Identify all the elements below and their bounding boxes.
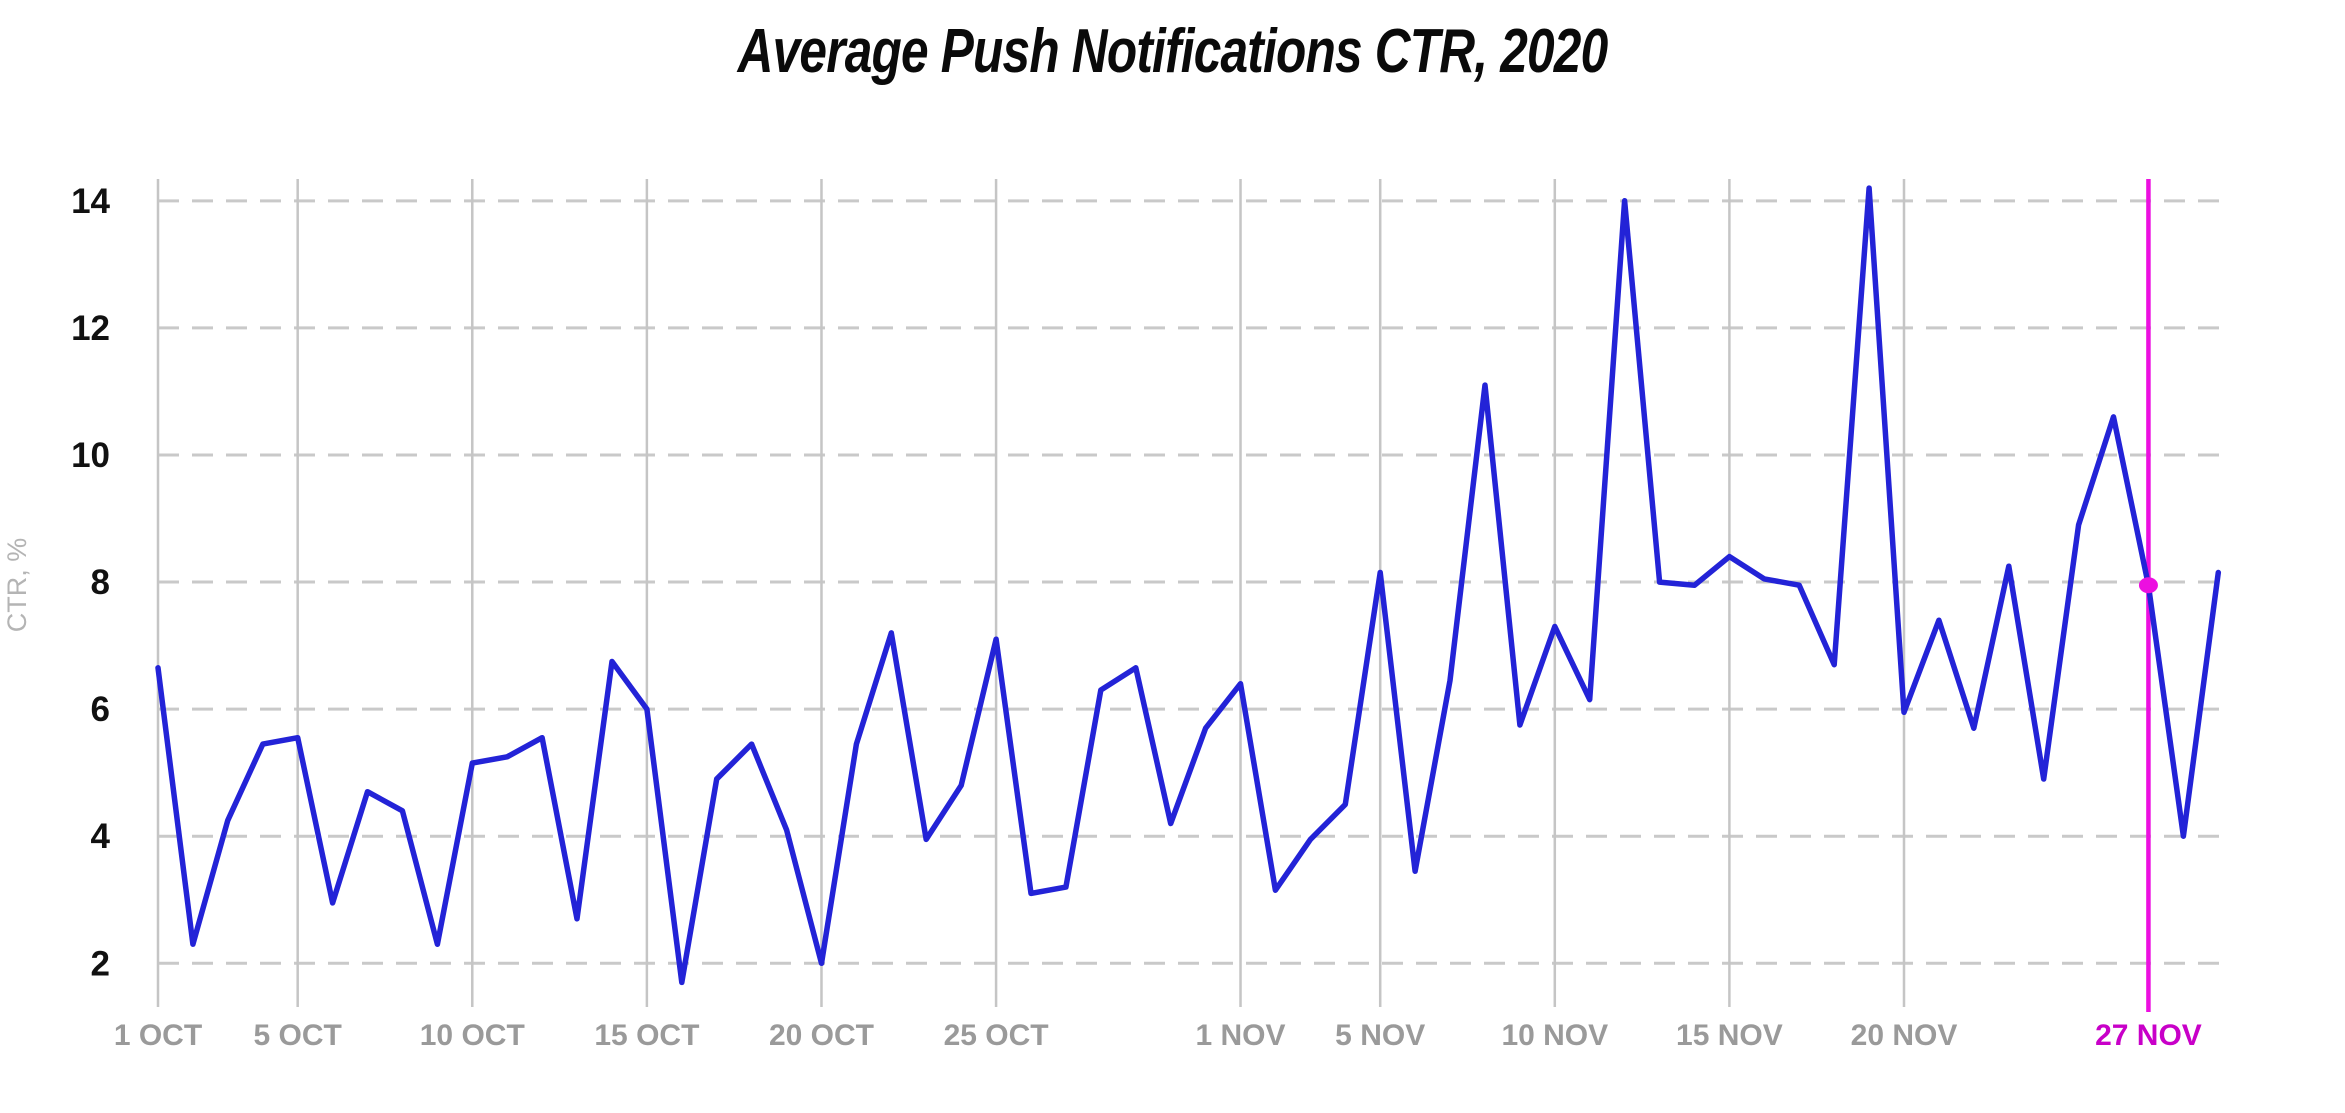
x-tick-label-5-oct: 5 OCT <box>254 1019 342 1052</box>
y-tick-label-12: 12 <box>71 309 110 348</box>
x-tick-label-1-nov: 1 NOV <box>1196 1019 1286 1052</box>
x-tick-label-5-nov: 5 NOV <box>1335 1019 1425 1052</box>
y-tick-label-14: 14 <box>71 182 110 221</box>
chart-title: Average Push Notifications CTR, 2020 <box>737 17 1609 86</box>
y-tick-label-6: 6 <box>91 690 110 729</box>
ctr-series-line[interactable] <box>155 185 2222 986</box>
x-tick-label-10-nov: 10 NOV <box>1501 1019 1608 1052</box>
x-tick-label-15-oct: 15 OCT <box>594 1019 699 1052</box>
y-tick-label-4: 4 <box>91 817 111 856</box>
x-tick-label-10-oct: 10 OCT <box>420 1019 525 1052</box>
x-tick-label-1-oct: 1 OCT <box>114 1019 202 1052</box>
y-tick-label-2: 2 <box>91 944 110 983</box>
highlight-point-dot[interactable] <box>2138 577 2158 594</box>
x-tick-label-27-nov: 27 NOV <box>2095 1019 2202 1052</box>
y-axis-title: CTR, % <box>2 538 32 633</box>
y-tick-label-8: 8 <box>91 563 110 602</box>
x-tick-label-25-oct: 25 OCT <box>944 1019 1049 1052</box>
x-tick-label-15-nov: 15 NOV <box>1676 1019 1783 1052</box>
x-tick-label-20-oct: 20 OCT <box>769 1019 874 1052</box>
x-tick-label-20-nov: 20 NOV <box>1851 1019 1958 1052</box>
y-tick-label-10: 10 <box>71 436 110 475</box>
